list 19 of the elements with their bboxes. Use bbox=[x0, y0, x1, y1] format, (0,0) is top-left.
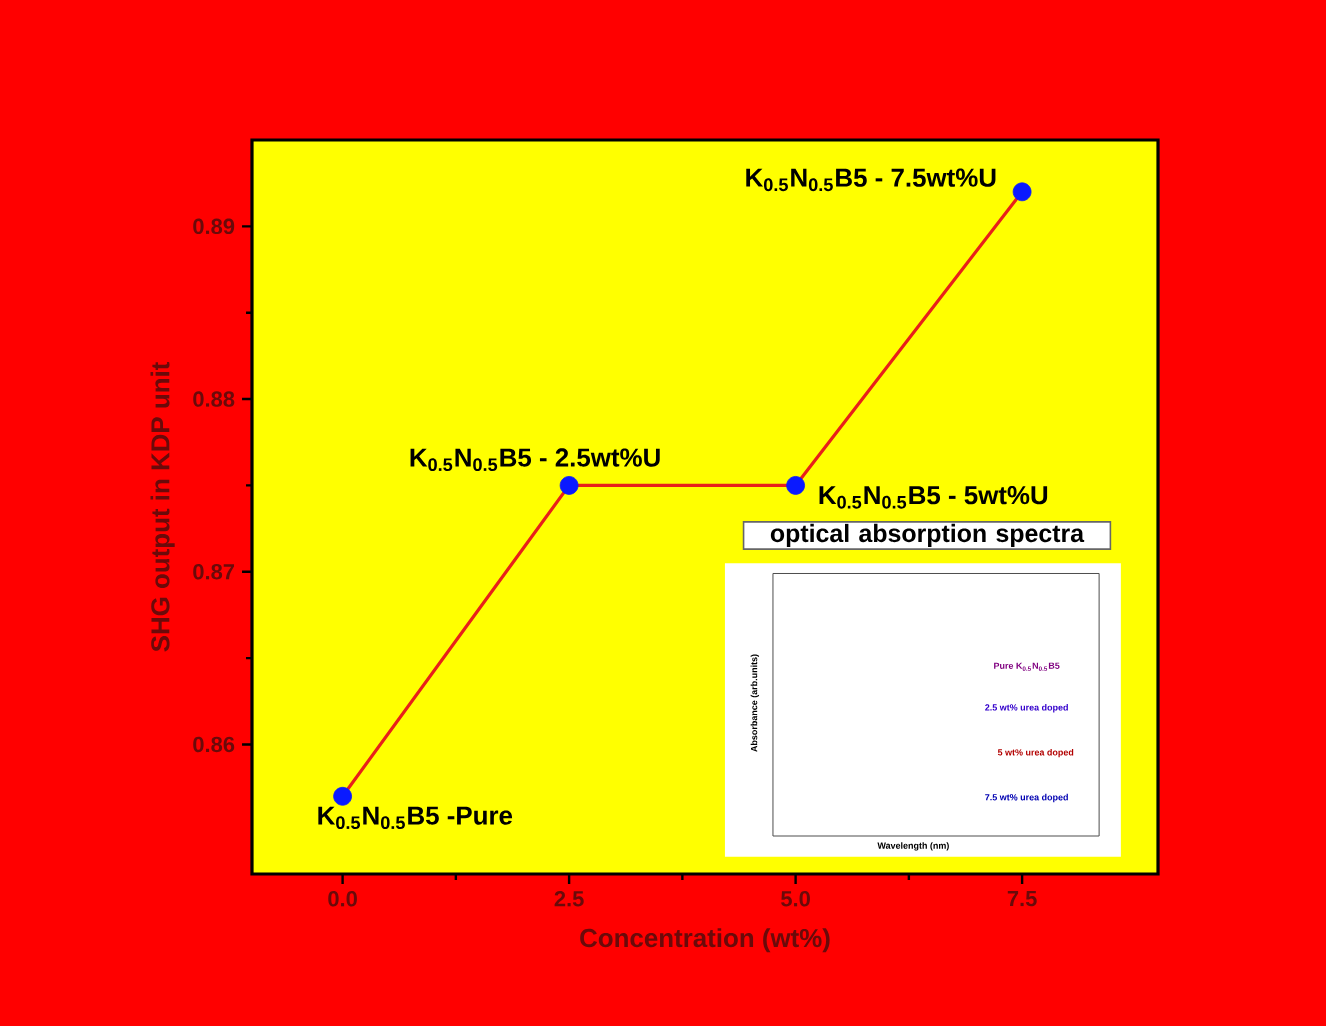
y-tick-label: 0.88 bbox=[193, 391, 235, 407]
y-tick-label: 0.87 bbox=[193, 564, 235, 580]
annotation: optical absorption spectra bbox=[770, 523, 1085, 548]
x-tick-label: 5.0 bbox=[781, 891, 810, 907]
annotation: K$_{0.5}$N$_{0.5}$B5 - 7.5wt%U bbox=[746, 168, 996, 192]
point bbox=[786, 476, 805, 495]
point bbox=[1012, 182, 1032, 202]
x-tick-label: 0.0 bbox=[328, 891, 357, 907]
x-axis-title: Concentration (wt%) bbox=[580, 928, 830, 953]
point bbox=[559, 476, 579, 495]
point bbox=[333, 786, 352, 806]
annotation: K$_{0.5}$N$_{0.5}$B5 - 2.5wt%U bbox=[410, 448, 660, 472]
y-tick-label: 0.86 bbox=[193, 736, 235, 753]
y-tick-label: 0.89 bbox=[193, 218, 235, 235]
annotation: K$_{0.5}$N$_{0.5}$B5 -Pure bbox=[318, 806, 513, 830]
x-tick-label: 7.5 bbox=[1007, 891, 1037, 907]
y-axis-title: SHG output in KDP unit bbox=[150, 361, 175, 652]
x-tick-label: 2.5 bbox=[554, 891, 584, 907]
annotation: K$_{0.5}$N$_{0.5}$B5 - 5wt%U bbox=[819, 486, 1048, 509]
